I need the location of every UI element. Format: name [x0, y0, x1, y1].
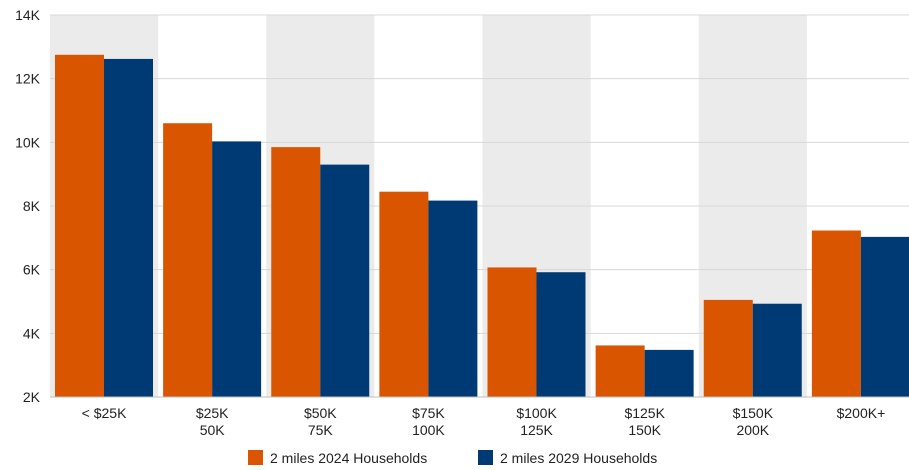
legend-label: 2 miles 2029 Households	[500, 450, 657, 466]
x-axis: < $25K $25K 50K $50K 75K $75K 100K $100K 125K $12…	[50, 396, 909, 438]
x-tick-label: $100K 125K	[516, 405, 557, 438]
bar-2024	[487, 267, 537, 397]
bar-2029	[104, 58, 153, 398]
y-tick-label: 12K	[15, 71, 41, 87]
x-tick-label: $200K+	[837, 405, 886, 421]
x-tick-label: $25K 50K	[196, 405, 229, 438]
bar-2024	[595, 345, 645, 397]
legend-swatch	[478, 450, 493, 465]
legend-swatch	[248, 450, 263, 465]
x-tick-label: $125K 150K	[624, 405, 665, 438]
bar-2029	[428, 200, 478, 397]
y-axis: 2K 4K 6K 8K 10K 12K 14K	[15, 7, 41, 405]
legend: 2 miles 2024 Households 2 miles 2029 Hous…	[248, 450, 657, 466]
x-tick-label: < $25K	[82, 405, 127, 421]
bar-2024	[811, 230, 861, 397]
bar-2029	[536, 272, 586, 397]
bar-2024	[703, 299, 753, 397]
y-tick-label: 2K	[23, 389, 41, 405]
bar-2029	[752, 303, 802, 397]
bars	[55, 54, 909, 398]
bar-2024	[55, 54, 104, 398]
y-tick-label: 8K	[23, 198, 41, 214]
y-tick-label: 14K	[15, 7, 41, 23]
y-tick-label: 6K	[23, 262, 41, 278]
bar-2029	[644, 349, 694, 397]
x-tick-label: $150K 200K	[733, 405, 774, 438]
legend-label: 2 miles 2024 Households	[270, 450, 427, 466]
y-tick-label: 4K	[23, 325, 41, 341]
bar-2024	[379, 191, 429, 397]
x-tick-label: $75K 100K	[412, 405, 445, 438]
bar-2029	[212, 141, 262, 397]
bar-2029	[860, 236, 909, 397]
y-tick-label: 10K	[15, 134, 41, 150]
bar-2029	[320, 164, 370, 397]
bar-2024	[163, 123, 213, 397]
x-tick-label: $50K 75K	[304, 405, 337, 438]
bar-2024	[271, 147, 321, 397]
